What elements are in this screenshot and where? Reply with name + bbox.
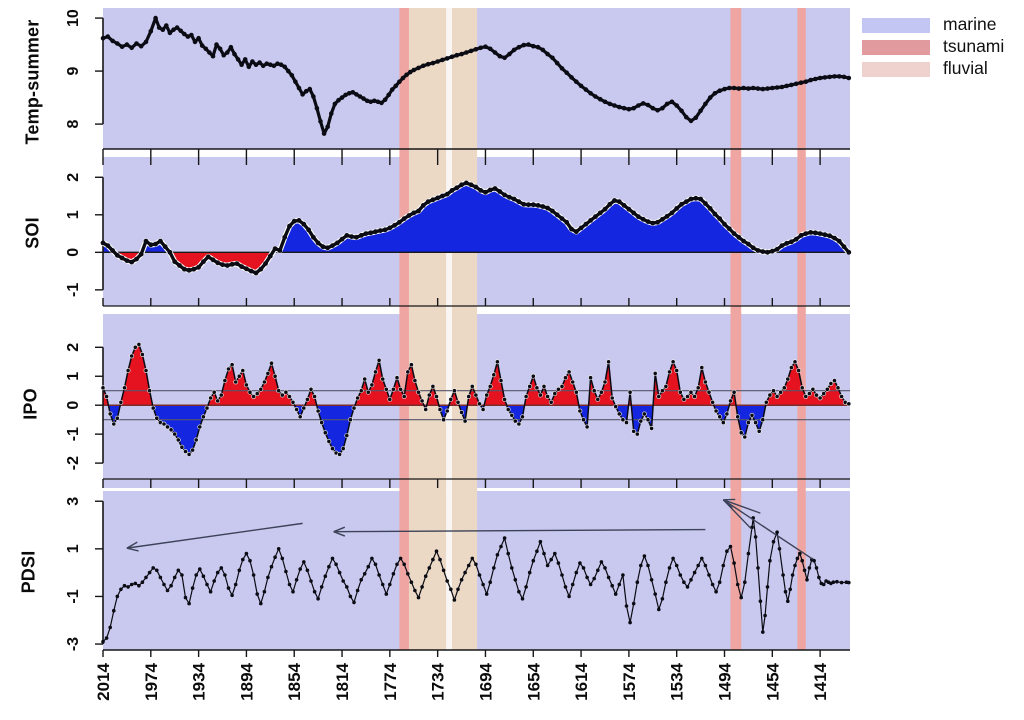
band-tsunami	[399, 8, 409, 650]
band-tsunami	[730, 8, 742, 650]
pdsi-arrows	[126, 498, 814, 560]
x-tick-label: 1894	[237, 662, 256, 700]
soi-series	[100, 180, 852, 276]
y-tick-label: -1	[65, 589, 82, 603]
y-tick-label: 1	[65, 372, 82, 381]
y-tick-label: 3	[65, 497, 82, 506]
x-tick-label: 1534	[668, 662, 687, 700]
arrowhead	[126, 541, 138, 549]
x-tick-label: 1734	[429, 662, 448, 700]
annotation-arrow	[126, 522, 303, 549]
x-tick-label: 1774	[381, 662, 400, 700]
annotation-arrow	[723, 499, 761, 514]
y-axis-title-pdsi: PDSI	[18, 550, 39, 594]
x-tick-label: 1654	[524, 662, 543, 700]
x-tick-label: 1814	[333, 662, 352, 700]
x-tick-label: 2014	[94, 662, 113, 700]
ipo-series	[100, 341, 852, 457]
y-tick-label: 9	[65, 67, 82, 76]
temp-series	[100, 15, 852, 136]
x-tick-labels: 2014 1974 1934 1894 1854 1814 1774 1734 1694 1654…	[94, 662, 830, 700]
y-tick-label: 2	[65, 343, 82, 352]
annotation-arrow	[722, 499, 753, 531]
legend-label-marine: marine	[943, 14, 997, 35]
y-tick-label: -2	[65, 456, 82, 470]
y-tick-label: 0	[65, 248, 82, 257]
soi-area-fills	[103, 182, 849, 273]
band-fluvial	[451, 8, 478, 650]
y-tick-label: 0	[65, 401, 82, 410]
arrowhead	[333, 531, 346, 537]
x-tick-label: 1454	[763, 662, 782, 700]
y-tick-label: -3	[65, 637, 82, 651]
y-axes: 8 9 10 -1 0 1 2 -2 -1 0 1 2 -3 -1 1 3	[65, 9, 104, 651]
legend: marine tsunami fluvial	[862, 14, 1004, 80]
event-bands	[399, 8, 806, 650]
x-tick-label: 1574	[620, 662, 639, 700]
soi-area-negative	[114, 252, 273, 273]
legend-swatch-fluvial	[862, 61, 930, 77]
legend-label-tsunami: tsunami	[943, 36, 1005, 57]
reference-lines	[103, 251, 850, 421]
y-tick-label: 10	[65, 9, 82, 27]
x-tick-label: 1494	[716, 662, 735, 700]
y-tick-label: -1	[65, 427, 82, 441]
x-tick-label: 1934	[190, 662, 209, 700]
legend-swatch-marine	[862, 17, 930, 33]
y-tick-label: 2	[65, 173, 82, 182]
legend-item-tsunami: tsunami	[862, 36, 1004, 58]
legend-swatch-tsunami	[862, 39, 930, 55]
annotation-arrow	[333, 528, 706, 533]
y-tick-label: 1	[65, 544, 82, 553]
x-tick-label: 1614	[572, 662, 591, 700]
x-tick-label: 1974	[142, 662, 161, 700]
ipo-area-fills	[103, 344, 849, 455]
band-gap	[446, 8, 452, 650]
y-tick-label: 1	[65, 210, 82, 219]
y-axis-title-temp-summer: Temp-summer	[22, 19, 43, 145]
band-fluvial	[408, 8, 447, 650]
x-tick-label: 1694	[476, 662, 495, 700]
y-tick-label: -1	[65, 283, 82, 297]
ipo-area-positive	[103, 344, 849, 406]
legend-item-fluvial: fluvial	[862, 58, 1004, 80]
legend-item-marine: marine	[862, 14, 1004, 36]
ipo-area-negative	[103, 405, 849, 455]
annotation-arrow	[722, 499, 814, 560]
soi-area-positive	[103, 182, 849, 253]
pdsi-series	[101, 516, 851, 644]
x-axes	[102, 148, 850, 657]
arrowhead	[333, 526, 346, 533]
x-tick-label: 1854	[285, 662, 304, 700]
y-axis-title-soi: SOI	[22, 217, 43, 249]
arrowhead	[126, 547, 139, 552]
legend-label-fluvial: fluvial	[943, 58, 988, 79]
x-tick-label: 1414	[811, 662, 830, 700]
y-tick-label: 8	[65, 120, 82, 129]
y-axis-title-ipo: IPO	[20, 388, 41, 420]
band-tsunami	[797, 8, 806, 650]
